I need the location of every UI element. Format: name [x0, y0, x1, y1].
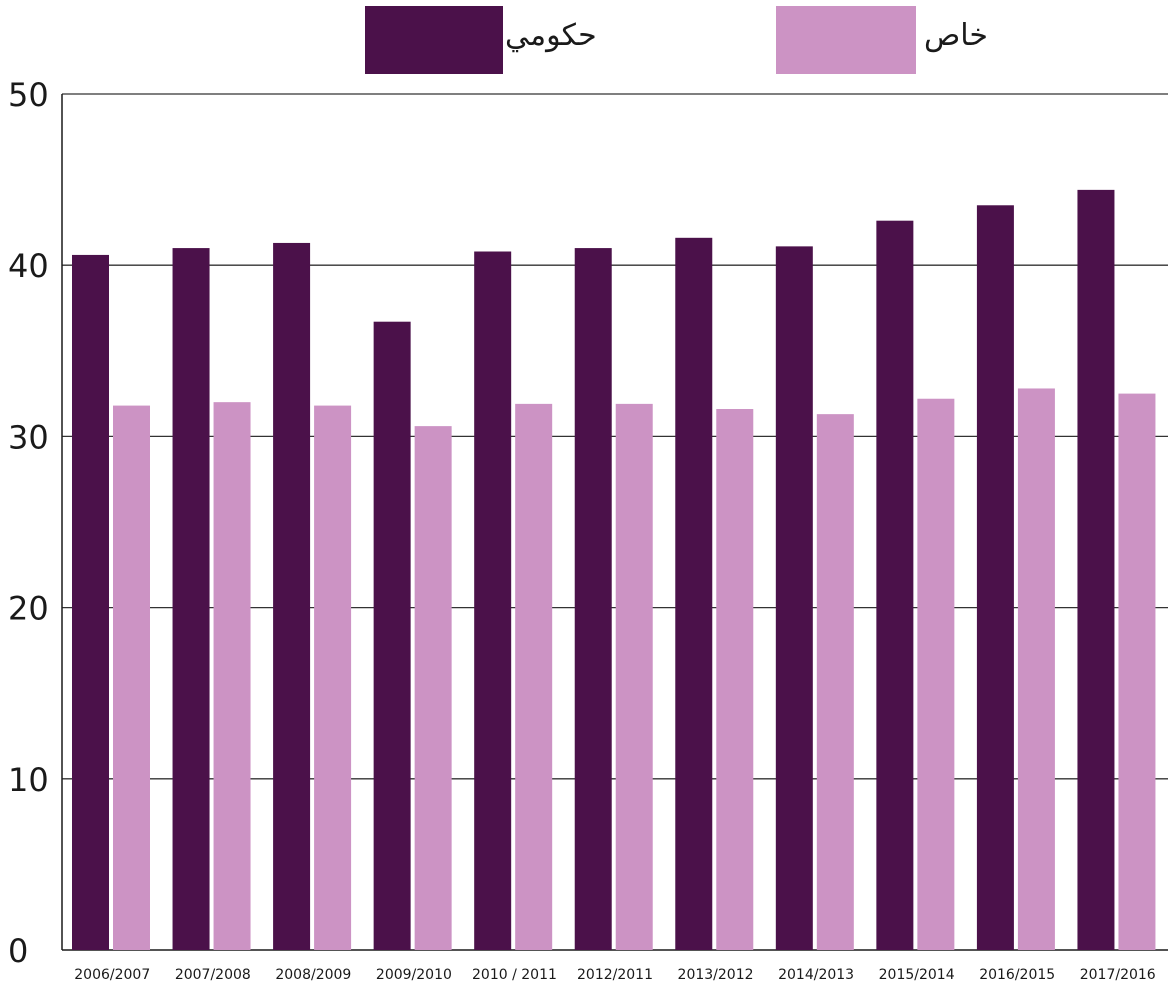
bar-private	[1118, 393, 1156, 951]
bar-government	[876, 220, 914, 951]
legend-label-private: خاص	[924, 18, 988, 53]
bar-government	[72, 254, 109, 951]
bar-government	[172, 248, 210, 950]
x-tick-label: 2015/2014	[879, 967, 955, 983]
legend-swatch-private	[776, 6, 916, 74]
bar-private	[414, 426, 452, 950]
x-tick-label: 2014/2013	[778, 967, 854, 983]
bar-government	[675, 237, 713, 951]
x-tick-label: 2016/2015	[979, 967, 1055, 983]
bar-government	[1077, 189, 1115, 950]
x-tick-label: 2006/2007	[74, 967, 150, 983]
bar-private	[816, 414, 854, 950]
x-tick-label: 2012/2011	[577, 967, 653, 983]
x-tick-label: 2009/2010	[376, 967, 452, 983]
bar-government	[273, 242, 311, 951]
bar-government	[775, 246, 813, 951]
legend-swatch-government	[365, 6, 503, 74]
bar-private	[917, 398, 955, 951]
y-tick-label: 20	[8, 590, 49, 628]
y-tick-label: 30	[8, 418, 49, 456]
bar-private	[113, 405, 150, 951]
legend-label-government: حكومي	[505, 18, 597, 53]
x-tick-label: 2008/2009	[275, 967, 351, 983]
bar-private	[314, 405, 352, 951]
y-tick-label: 50	[8, 76, 49, 114]
bar-government	[373, 321, 411, 950]
x-tick-label: 2007/2008	[175, 967, 251, 983]
bar-government	[976, 205, 1014, 950]
y-tick-label: 10	[8, 761, 49, 799]
x-tick-label: 2017/2016	[1080, 967, 1156, 983]
bar-private	[515, 403, 553, 950]
y-tick-label: 0	[8, 932, 28, 970]
bar-private	[1017, 388, 1055, 950]
bar-government	[474, 251, 512, 950]
y-tick-label: 40	[8, 247, 49, 285]
bar-government	[574, 248, 612, 950]
x-tick-label: 2010 / 2011	[472, 967, 557, 983]
bar-private	[615, 403, 653, 950]
x-tick-label: 2013/2012	[678, 967, 754, 983]
bar-private	[213, 402, 251, 950]
bar-private	[716, 409, 754, 950]
